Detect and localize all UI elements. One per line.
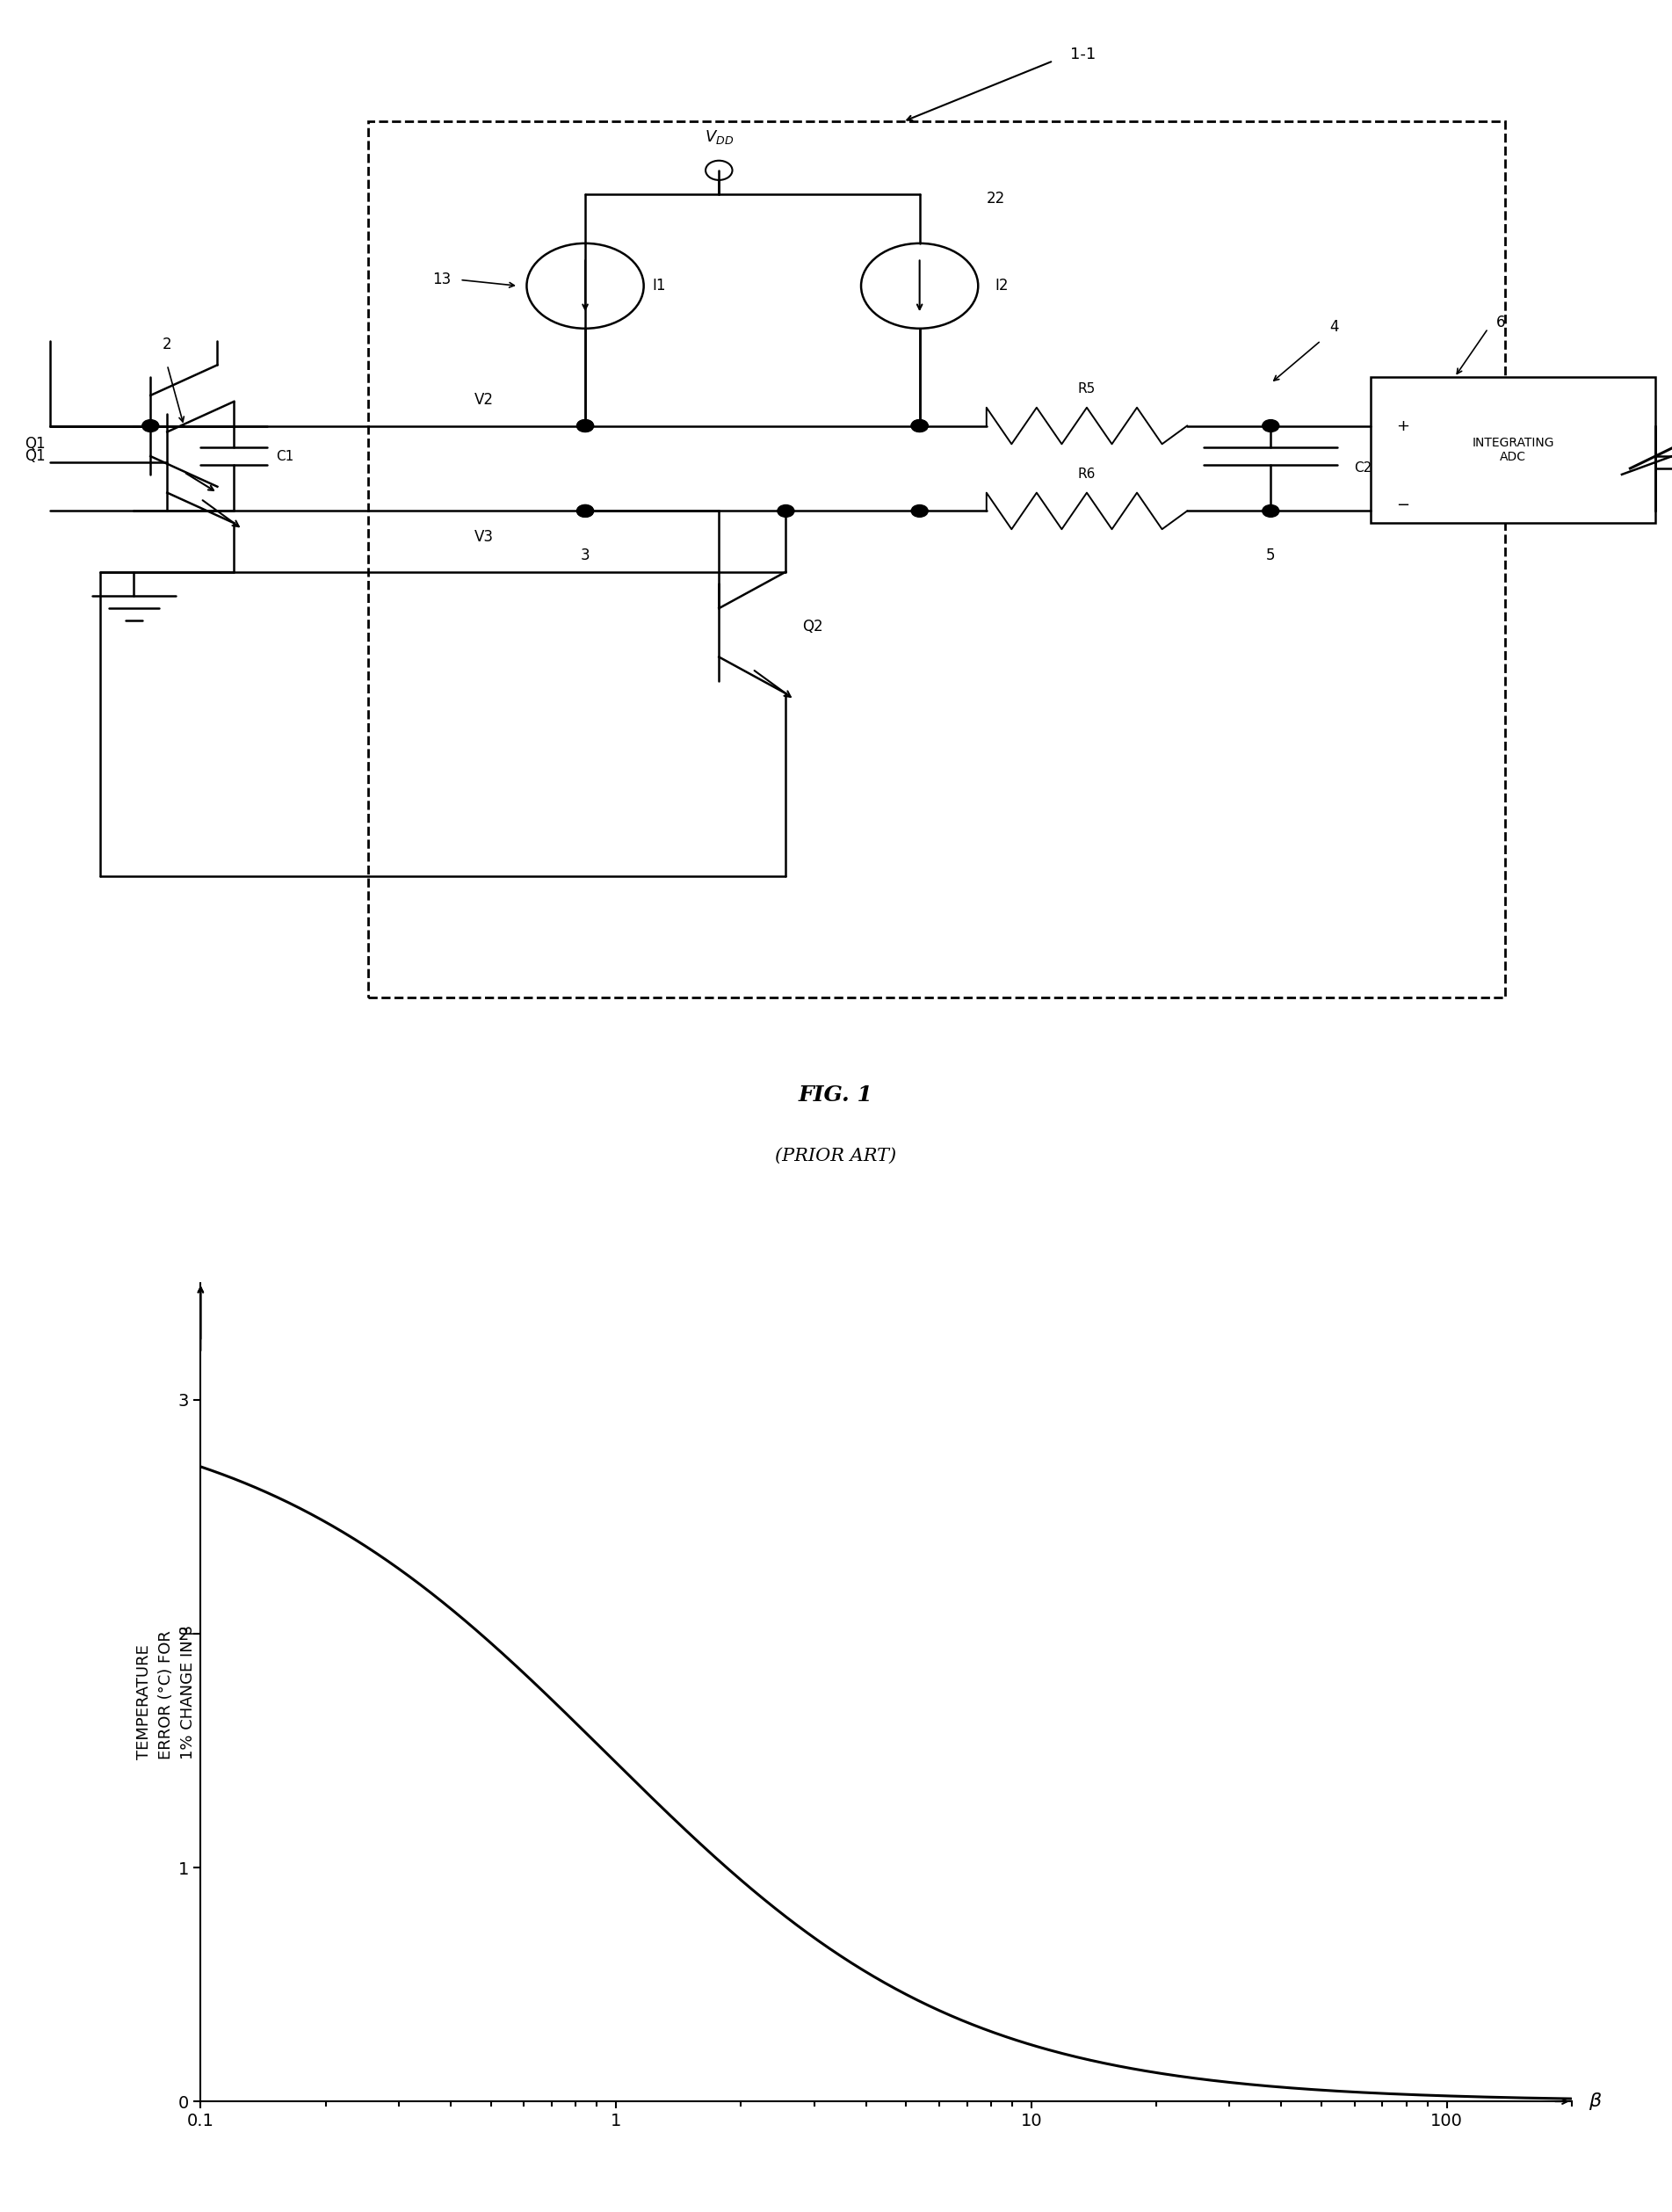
Circle shape bbox=[911, 420, 928, 431]
Text: FIG. 1: FIG. 1 bbox=[799, 1084, 873, 1106]
Text: Q1: Q1 bbox=[25, 436, 45, 451]
Text: R6: R6 bbox=[1078, 467, 1095, 480]
Text: 1-1: 1-1 bbox=[1070, 46, 1095, 62]
Text: $V_{DD}$: $V_{DD}$ bbox=[704, 128, 734, 146]
Text: INTEGRATING
ADC: INTEGRATING ADC bbox=[1471, 438, 1555, 462]
FancyBboxPatch shape bbox=[1371, 378, 1655, 524]
Text: C1: C1 bbox=[276, 449, 294, 462]
Text: +: + bbox=[1396, 418, 1409, 434]
Text: I2: I2 bbox=[995, 279, 1008, 294]
Text: 6: 6 bbox=[1496, 314, 1506, 330]
Text: 5: 5 bbox=[1266, 546, 1276, 564]
Text: −: − bbox=[1396, 498, 1409, 513]
Y-axis label: TEMPERATURE
ERROR (°C) FOR
1% CHANGE IN β: TEMPERATURE ERROR (°C) FOR 1% CHANGE IN … bbox=[135, 1626, 196, 1759]
Circle shape bbox=[1262, 504, 1279, 518]
Circle shape bbox=[911, 420, 928, 431]
Text: V2: V2 bbox=[473, 392, 493, 407]
Circle shape bbox=[577, 420, 594, 431]
Circle shape bbox=[577, 504, 594, 518]
Text: 2: 2 bbox=[162, 336, 172, 352]
Text: V3: V3 bbox=[473, 529, 493, 544]
Circle shape bbox=[1262, 420, 1279, 431]
Circle shape bbox=[142, 420, 159, 431]
Text: Q1: Q1 bbox=[25, 449, 45, 465]
Text: 22: 22 bbox=[986, 190, 1005, 208]
Circle shape bbox=[577, 420, 594, 431]
Circle shape bbox=[777, 504, 794, 518]
Text: C2: C2 bbox=[1354, 462, 1373, 476]
Circle shape bbox=[911, 504, 928, 518]
Text: I1: I1 bbox=[652, 279, 665, 294]
Text: 13: 13 bbox=[433, 272, 451, 288]
Text: R5: R5 bbox=[1078, 383, 1095, 396]
Text: 3: 3 bbox=[580, 546, 590, 564]
Circle shape bbox=[577, 504, 594, 518]
Text: 4: 4 bbox=[1329, 319, 1339, 334]
Text: (PRIOR ART): (PRIOR ART) bbox=[776, 1148, 896, 1164]
Text: β: β bbox=[1588, 2093, 1602, 2110]
Text: Q2: Q2 bbox=[803, 619, 823, 635]
